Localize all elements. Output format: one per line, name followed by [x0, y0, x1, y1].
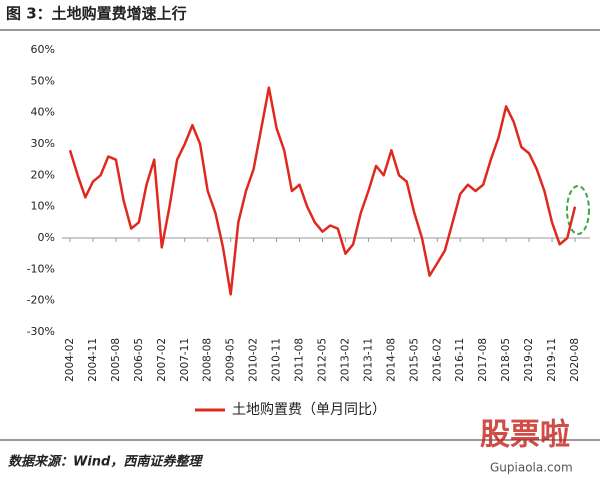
x-tick-label: 2009-05 [225, 338, 237, 382]
y-tick-label: 20% [31, 168, 55, 181]
x-tick-label: 2008-08 [202, 338, 214, 382]
x-tick-label: 2017-08 [477, 338, 489, 382]
x-tick-label: 2018-05 [500, 338, 512, 382]
x-tick-label: 2013-11 [362, 338, 374, 382]
x-tick-label: 2015-05 [408, 338, 420, 382]
watermark-url: Gupiaola.com [490, 461, 573, 475]
legend-label: 土地购置费（单月同比） [232, 402, 386, 418]
y-tick-label: 10% [31, 200, 55, 213]
y-tick-label: 40% [31, 106, 55, 119]
x-tick-label: 2012-05 [317, 338, 329, 382]
x-tick-label: 2016-02 [431, 338, 443, 382]
watermark: 股票啦 [480, 418, 570, 453]
x-tick-label: 2020-08 [569, 338, 581, 382]
x-tick-label: 2006-05 [133, 338, 145, 382]
x-tick-label: 2007-11 [179, 338, 191, 382]
x-tick-label: 2011-08 [294, 338, 306, 382]
x-tick-label: 2005-08 [110, 338, 122, 382]
data-line [68, 86, 577, 296]
chart-title: 图 3：土地购置费增速上行 [6, 5, 187, 23]
x-tick-label: 2010-11 [271, 338, 283, 382]
y-tick-label: 30% [31, 137, 55, 150]
x-tick-label: 2013-02 [339, 338, 351, 382]
x-tick-label: 2014-08 [385, 338, 397, 382]
x-tick-label: 2004-02 [64, 338, 76, 382]
x-tick-label: 2019-11 [546, 338, 558, 382]
y-tick-label: 60% [31, 43, 55, 56]
x-tick-label: 2016-11 [454, 338, 466, 382]
y-tick-label: 0% [38, 231, 55, 244]
y-tick-label: 50% [31, 74, 55, 87]
y-tick-label: -20% [27, 294, 55, 307]
x-tick-label: 2007-02 [156, 338, 168, 382]
y-tick-label: -10% [27, 262, 55, 275]
highlight-ellipse [566, 185, 590, 235]
x-tick-label: 2010-02 [248, 338, 260, 382]
source-note: 数据来源：Wind，西南证券整理 [8, 454, 203, 470]
y-tick-label: -30% [27, 325, 55, 338]
x-tick-label: 2004-11 [87, 338, 99, 382]
x-tick-label: 2019-02 [523, 338, 535, 382]
